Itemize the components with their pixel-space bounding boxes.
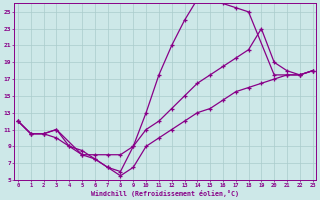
X-axis label: Windchill (Refroidissement éolien,°C): Windchill (Refroidissement éolien,°C) xyxy=(91,190,239,197)
